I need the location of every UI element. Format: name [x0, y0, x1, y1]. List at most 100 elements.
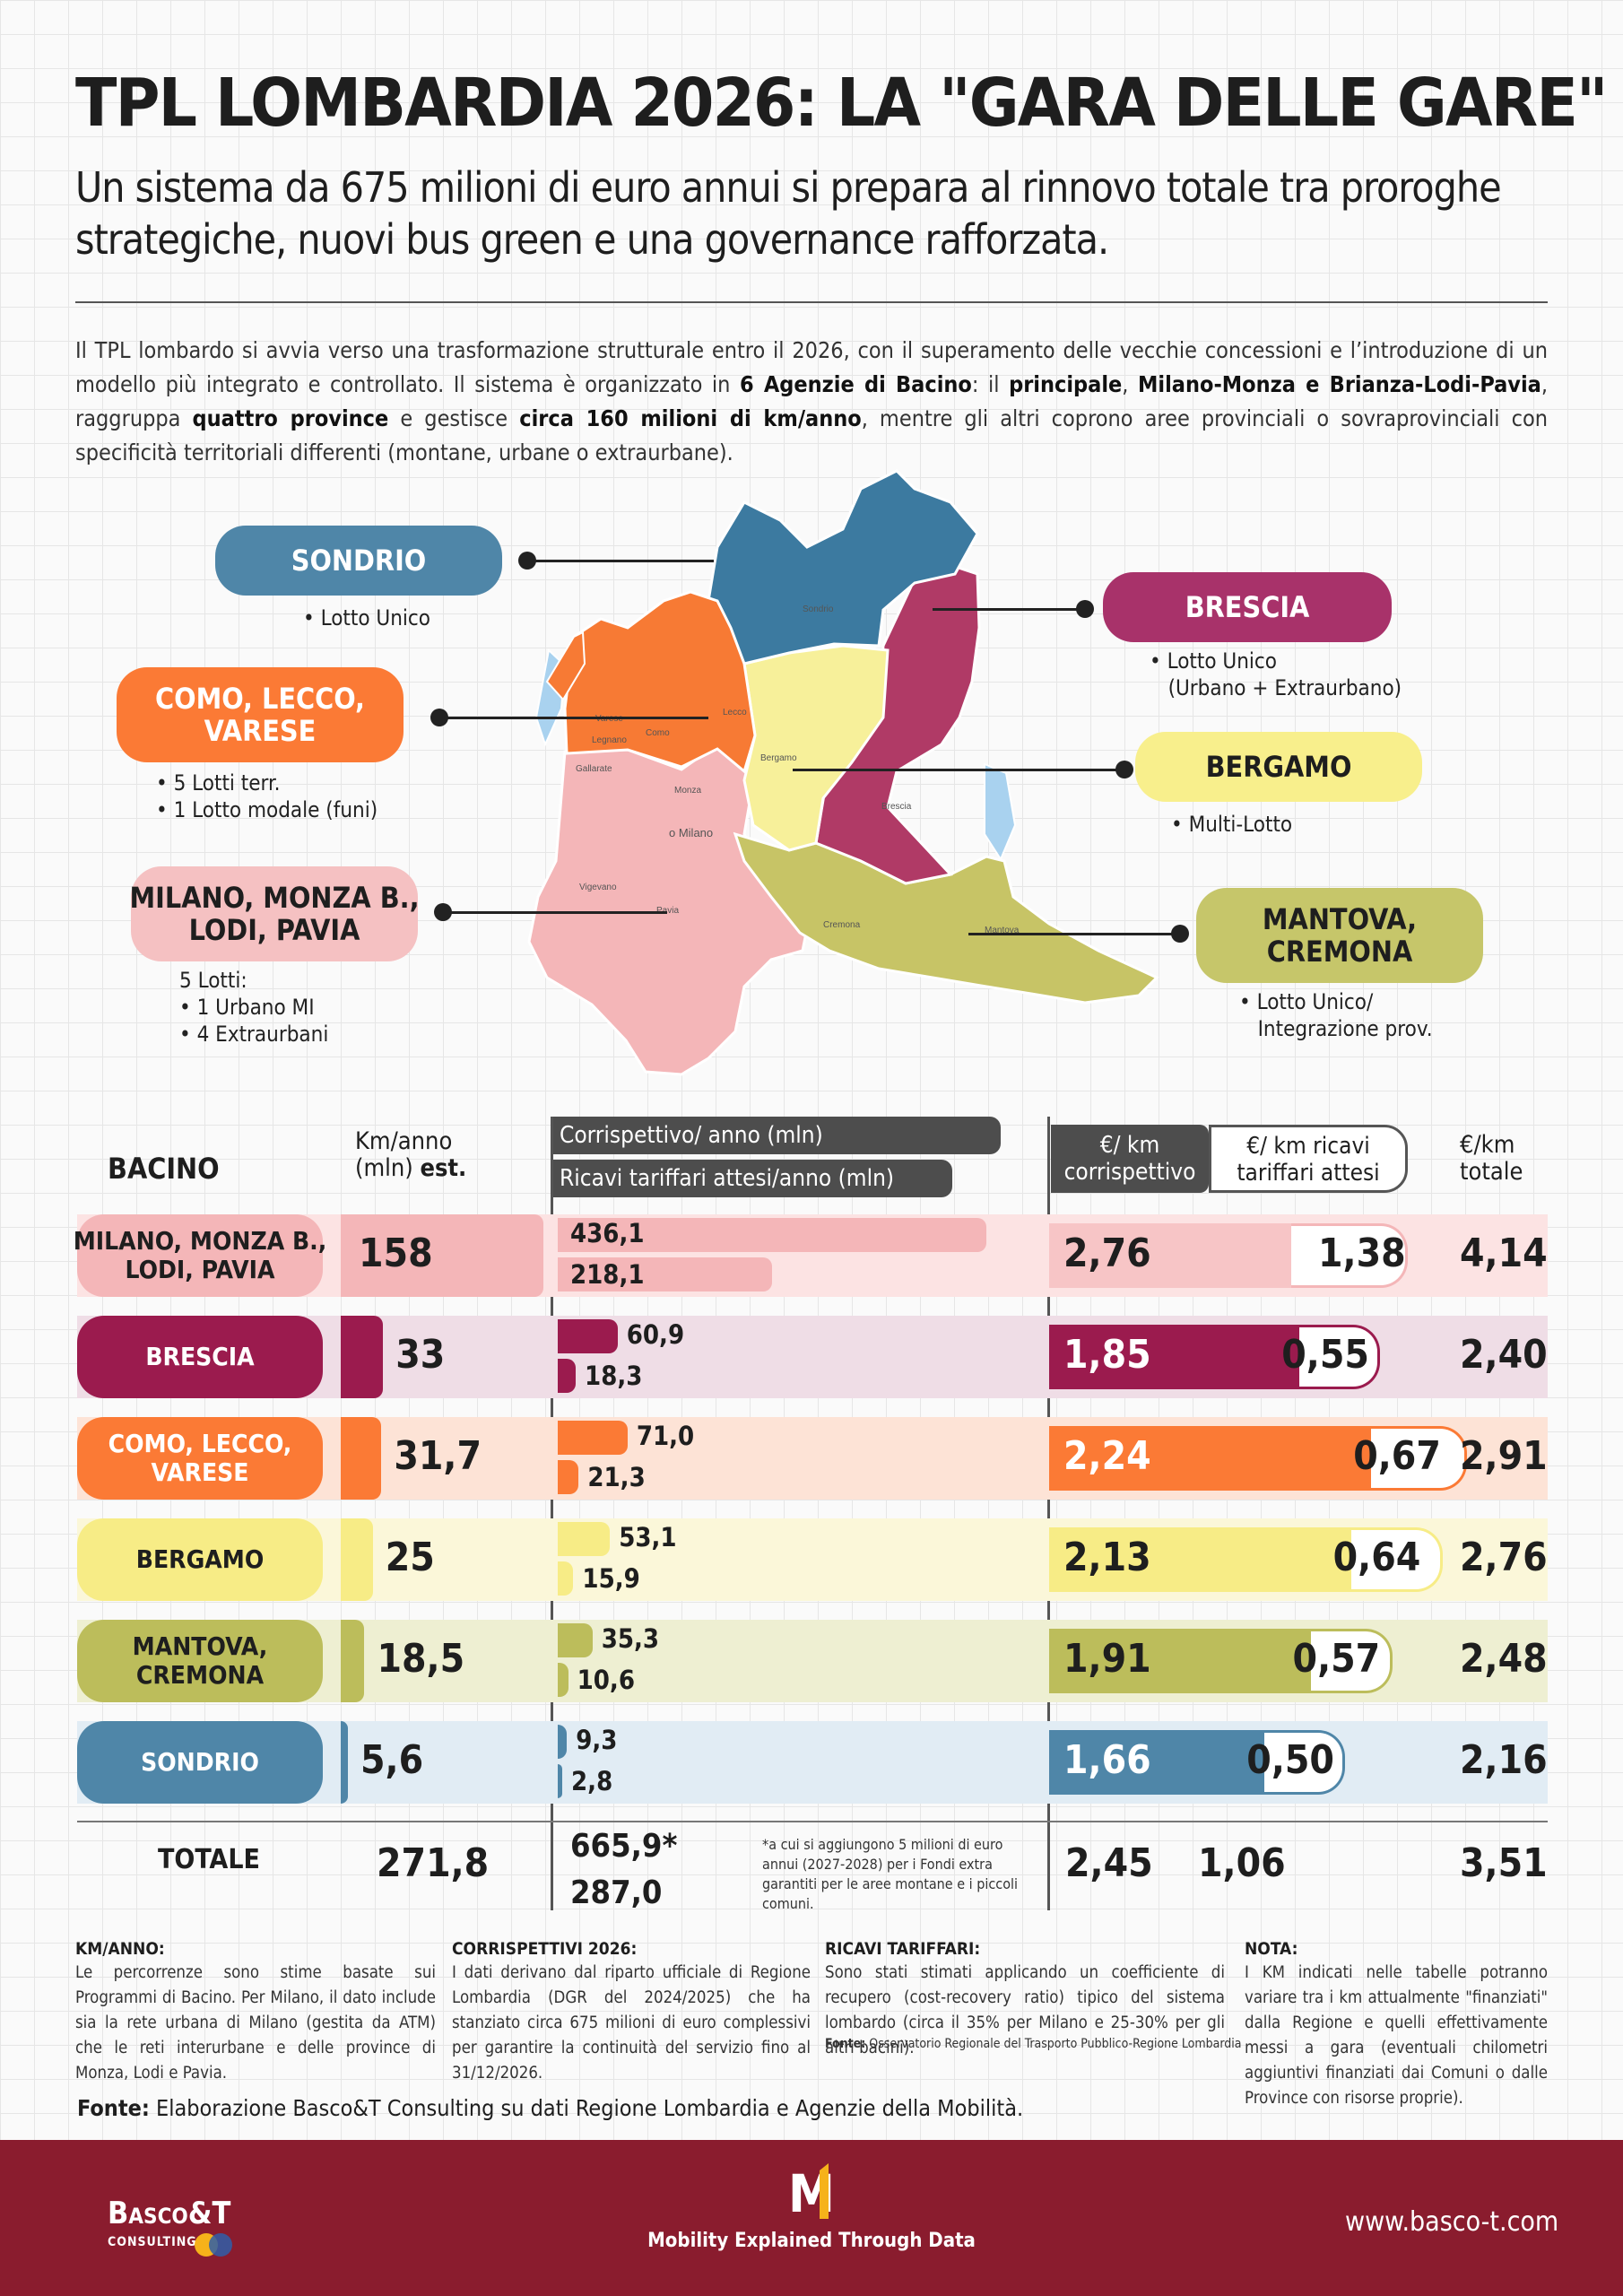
km-value: 31,7 [394, 1433, 482, 1479]
km-bar [341, 1721, 348, 1804]
ekm-tot-value: 4,14 [1460, 1231, 1548, 1276]
row-name: BRESCIA [77, 1316, 323, 1398]
city-label-pavia: Pavia [656, 906, 679, 916]
connector-mantova [968, 933, 1184, 935]
header-ricavi: Ricavi tariffari attesi/anno (mln) [551, 1160, 952, 1197]
total-label: TOTALE [158, 1844, 260, 1875]
footer-m-accent-icon [820, 2163, 829, 2219]
ricavi-bar [558, 1257, 773, 1292]
callout-milano: MILANO, MONZA B., LODI, PAVIA [130, 866, 420, 961]
ekm-tot-value: 2,76 [1460, 1535, 1548, 1580]
km-value: 25 [385, 1535, 435, 1580]
note-ricavi-source: Fonte: Osservatorio Regionale del Traspo… [825, 2037, 1242, 2051]
notes-milano: 5 Lotti: • 1 Urbano MI • 4 Extraurbani [179, 968, 329, 1047]
ricavi-bar [558, 1764, 562, 1798]
ekm-tot-value: 2,91 [1460, 1433, 1548, 1479]
ekm-corr-bar [1049, 1629, 1311, 1693]
ekm-corr-value: 2,24 [1063, 1433, 1151, 1479]
total-footnote: *a cui si aggiungono 5 milioni di euro a… [762, 1836, 1018, 1912]
note-km-heading: KM/ANNO: [75, 1939, 165, 1959]
corrispettivo-value: 35,3 [601, 1623, 660, 1654]
km-value: 158 [359, 1231, 433, 1276]
notes-brescia: • Lotto Unico (Urbano + Extraurbano) [1150, 648, 1402, 700]
ekm-ric-value: 1,38 [1318, 1231, 1406, 1276]
notes-bergamo: • Multi-Lotto [1171, 812, 1293, 837]
note-corrispettivi-heading: CORRISPETTIVI 2026: [452, 1939, 638, 1959]
ekm-corr-value: 1,85 [1063, 1332, 1151, 1378]
connector-dot-mantova [1171, 925, 1189, 943]
region-sondrio [707, 469, 979, 665]
connector-dot-milano [434, 903, 452, 921]
total-ekm-corr: 2,45 [1065, 1840, 1153, 1886]
corrispettivo-value: 9,3 [576, 1725, 618, 1755]
corrispettivo-bar [558, 1725, 568, 1759]
page-title: TPL LOMBARDIA 2026: LA "GARA DELLE GARE" [75, 65, 1608, 142]
total-ekm-tot: 3,51 [1460, 1840, 1548, 1886]
ekm-tot-value: 2,48 [1460, 1636, 1548, 1682]
page-subtitle: Un sistema da 675 milioni di euro annui … [75, 163, 1502, 264]
km-bar [341, 1214, 543, 1297]
connector-dot-brescia [1076, 600, 1094, 618]
column-divider-1 [551, 1117, 553, 1910]
ekm-ric-cap [1350, 1527, 1444, 1592]
header-ekm-corr: €/ km corrispettivo [1051, 1125, 1209, 1193]
km-bar [341, 1518, 373, 1601]
ekm-corr-value: 1,66 [1063, 1737, 1151, 1783]
ricavi-value: 218,1 [570, 1259, 645, 1290]
ekm-ric-value: 0,67 [1353, 1433, 1441, 1479]
km-bar [341, 1316, 384, 1398]
ekm-ric-cap [1310, 1629, 1393, 1693]
note-ricavi-heading: RICAVI TARIFFARI: [825, 1939, 981, 1959]
header-bacino: BACINO [108, 1152, 220, 1186]
city-label-brescia: Brescia [881, 802, 912, 812]
ricavi-bar [558, 1460, 579, 1494]
header-km: Km/anno (mln) est. [355, 1127, 467, 1182]
total-ricavi: 287,0 [570, 1874, 663, 1911]
km-value: 5,6 [360, 1737, 424, 1783]
row-name: MANTOVA, CREMONA [77, 1620, 323, 1702]
connector-brescia [933, 608, 1085, 611]
row-name: SONDRIO [77, 1721, 323, 1804]
callout-sondrio: SONDRIO [215, 526, 502, 596]
ekm-corr-bar [1049, 1527, 1351, 1592]
city-label-vigevano: Vigevano [579, 883, 617, 892]
corrispettivo-value: 60,9 [626, 1319, 685, 1350]
city-label-bergamo: Bergamo [760, 753, 797, 763]
ricavi-value: 15,9 [582, 1563, 640, 1594]
ekm-ric-value: 0,64 [1332, 1535, 1421, 1580]
city-label-sondrio: Sondrio [803, 604, 834, 614]
footer-logo-icon [195, 2233, 232, 2257]
callout-mantova: MANTOVA, CREMONA [1196, 888, 1483, 983]
connector-bergamo [793, 769, 1124, 771]
ricavi-bar [558, 1359, 577, 1393]
ricavi-bar [558, 1561, 574, 1596]
ekm-corr-value: 2,76 [1063, 1231, 1151, 1276]
total-ekm-ric: 1,06 [1198, 1840, 1286, 1886]
ekm-ric-cap [1291, 1223, 1408, 1288]
notes-como: • 5 Lotti terr. • 1 Lotto modale (funi) [156, 770, 378, 822]
divider [75, 301, 1548, 303]
km-value: 33 [395, 1332, 446, 1378]
note-nota-heading: NOTA: [1245, 1939, 1298, 1959]
connector-dot-como [430, 709, 448, 726]
ekm-corr-value: 1,91 [1063, 1636, 1151, 1682]
corrispettivo-value: 436,1 [570, 1218, 645, 1248]
city-label-como: Como [646, 728, 670, 738]
km-value: 18,5 [377, 1636, 465, 1682]
callout-brescia: BRESCIA [1103, 572, 1392, 642]
city-label-monza: Monza [674, 786, 701, 796]
corrispettivo-bar [558, 1218, 986, 1252]
connector-dot-sondrio [518, 552, 536, 570]
note-km-text: Le percorrenze sono stime basate sui Pro… [75, 1963, 436, 2083]
footer-url[interactable]: www.basco-t.com [1345, 2206, 1559, 2238]
row-name: MILANO, MONZA B., LODI, PAVIA [74, 1214, 326, 1297]
row-name: COMO, LECCO, VARESE [77, 1417, 323, 1500]
footer-logo-sub: CONSULTING [108, 2235, 197, 2249]
ekm-ric-value: 0,50 [1246, 1737, 1334, 1783]
total-km: 271,8 [377, 1840, 490, 1886]
ekm-ric-value: 0,55 [1281, 1332, 1369, 1378]
ekm-corr-value: 2,13 [1063, 1535, 1151, 1580]
city-label-gallarate: Gallarate [576, 764, 612, 774]
city-label-legnano: Legnano [592, 735, 627, 745]
column-divider-2 [1047, 1117, 1050, 1910]
